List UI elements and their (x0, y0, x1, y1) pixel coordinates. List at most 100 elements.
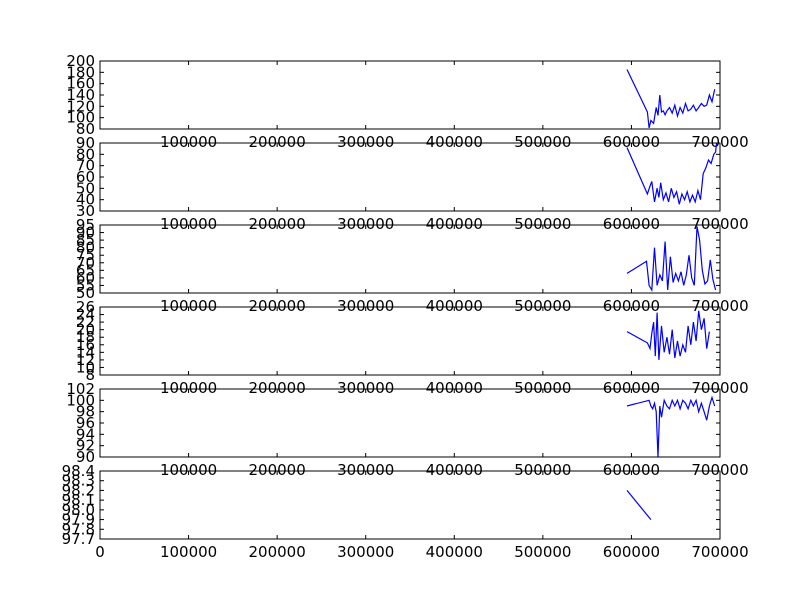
y-tick-label: 16 (76, 336, 95, 354)
y-tick-label: 14 (76, 343, 95, 361)
y-tick-label: 120 (66, 97, 95, 115)
series-line-6-1 (626, 490, 652, 520)
x-tick-label: 700000 (691, 215, 748, 233)
y-tick-label: 80 (76, 145, 95, 163)
x-tick-label: 500000 (514, 297, 571, 315)
y-tick-label: 97.8 (62, 520, 95, 538)
x-tick-label: 100000 (160, 215, 217, 233)
y-tick-label: 65 (76, 261, 95, 279)
x-tick-label: 300000 (337, 379, 394, 397)
x-tick-label: 200000 (249, 215, 306, 233)
series-line-4-1 (626, 310, 710, 360)
x-tick-label: 300000 (337, 297, 394, 315)
x-tick-label: 700000 (691, 297, 748, 315)
x-tick-label: 700000 (691, 543, 748, 561)
x-tick-label: 100000 (160, 133, 217, 151)
y-tick-label: 80 (76, 239, 95, 257)
y-tick-label: 97.7 (62, 530, 95, 548)
y-tick-label: 140 (66, 86, 95, 104)
x-tick-label: 700000 (691, 379, 748, 397)
y-tick-label: 98 (76, 403, 95, 421)
y-tick-label: 8 (85, 366, 95, 384)
y-tick-label: 160 (66, 75, 95, 93)
x-tick-label: 600000 (603, 133, 660, 151)
y-tick-label: 94 (76, 425, 95, 443)
x-tick-label: 0 (95, 543, 105, 561)
x-tick-label: 400000 (426, 543, 483, 561)
y-tick-label: 85 (76, 231, 95, 249)
y-tick-label: 98.3 (62, 472, 95, 490)
axes-frame (99, 60, 721, 130)
axes-frame (99, 388, 721, 458)
x-tick-label: 400000 (426, 461, 483, 479)
x-tick-label: 600000 (603, 543, 660, 561)
series-line-3-1 (626, 226, 717, 292)
x-tick-label: 200000 (249, 297, 306, 315)
y-tick-label: 10 (76, 358, 95, 376)
x-tick-label: 300000 (337, 133, 394, 151)
x-tick-label: 200000 (249, 543, 306, 561)
x-tick-label: 700000 (691, 133, 748, 151)
x-tick-label: 400000 (426, 379, 483, 397)
y-tick-label: 100 (66, 391, 95, 409)
x-tick-label: 200000 (249, 133, 306, 151)
y-tick-label: 55 (76, 276, 95, 294)
y-tick-label: 70 (76, 254, 95, 272)
x-tick-label: 400000 (426, 215, 483, 233)
y-tick-label: 70 (76, 157, 95, 175)
y-tick-label: 98.4 (62, 462, 95, 480)
y-tick-label: 50 (76, 284, 95, 302)
axes-frame (99, 470, 721, 540)
axes-frame (99, 224, 721, 294)
x-tick-label: 600000 (603, 379, 660, 397)
x-tick-label: 500000 (514, 543, 571, 561)
x-tick-label: 500000 (514, 461, 571, 479)
x-tick-label: 100000 (160, 297, 217, 315)
x-tick-label: 200000 (249, 461, 306, 479)
y-tick-label: 180 (66, 63, 95, 81)
y-tick-label: 18 (76, 328, 95, 346)
series-line-5-1 (626, 395, 716, 458)
y-tick-label: 200 (66, 52, 95, 70)
y-tick-label: 98.0 (62, 501, 95, 519)
y-tick-label: 100 (66, 109, 95, 127)
y-tick-label: 60 (76, 168, 95, 186)
x-tick-label: 200000 (249, 379, 306, 397)
y-tick-label: 80 (76, 120, 95, 138)
x-tick-label: 600000 (603, 461, 660, 479)
x-tick-label: 300000 (337, 215, 394, 233)
x-tick-label: 100000 (160, 461, 217, 479)
x-tick-label: 700000 (691, 461, 748, 479)
x-tick-label: 500000 (514, 215, 571, 233)
axes-frame (99, 306, 721, 376)
y-tick-label: 30 (76, 202, 95, 220)
y-tick-label: 50 (76, 179, 95, 197)
x-tick-label: 600000 (603, 297, 660, 315)
y-tick-label: 60 (76, 269, 95, 287)
x-tick-label: 600000 (603, 215, 660, 233)
y-tick-label: 90 (76, 134, 95, 152)
x-tick-label: 300000 (337, 461, 394, 479)
y-tick-label: 97.9 (62, 511, 95, 529)
y-tick-label: 22 (76, 313, 95, 331)
y-tick-label: 90 (76, 224, 95, 242)
y-tick-label: 98.1 (62, 491, 95, 509)
y-tick-label: 90 (76, 448, 95, 466)
x-tick-label: 400000 (426, 297, 483, 315)
series-line-1-1 (626, 69, 716, 129)
y-tick-label: 20 (76, 321, 95, 339)
y-tick-label: 12 (76, 351, 95, 369)
y-tick-label: 98.2 (62, 481, 95, 499)
x-tick-label: 500000 (514, 133, 571, 151)
x-tick-label: 100000 (160, 379, 217, 397)
y-tick-label: 24 (76, 306, 95, 324)
x-tick-label: 300000 (337, 543, 394, 561)
y-tick-label: 40 (76, 191, 95, 209)
y-tick-label: 26 (76, 298, 95, 316)
y-tick-label: 102 (66, 380, 95, 398)
